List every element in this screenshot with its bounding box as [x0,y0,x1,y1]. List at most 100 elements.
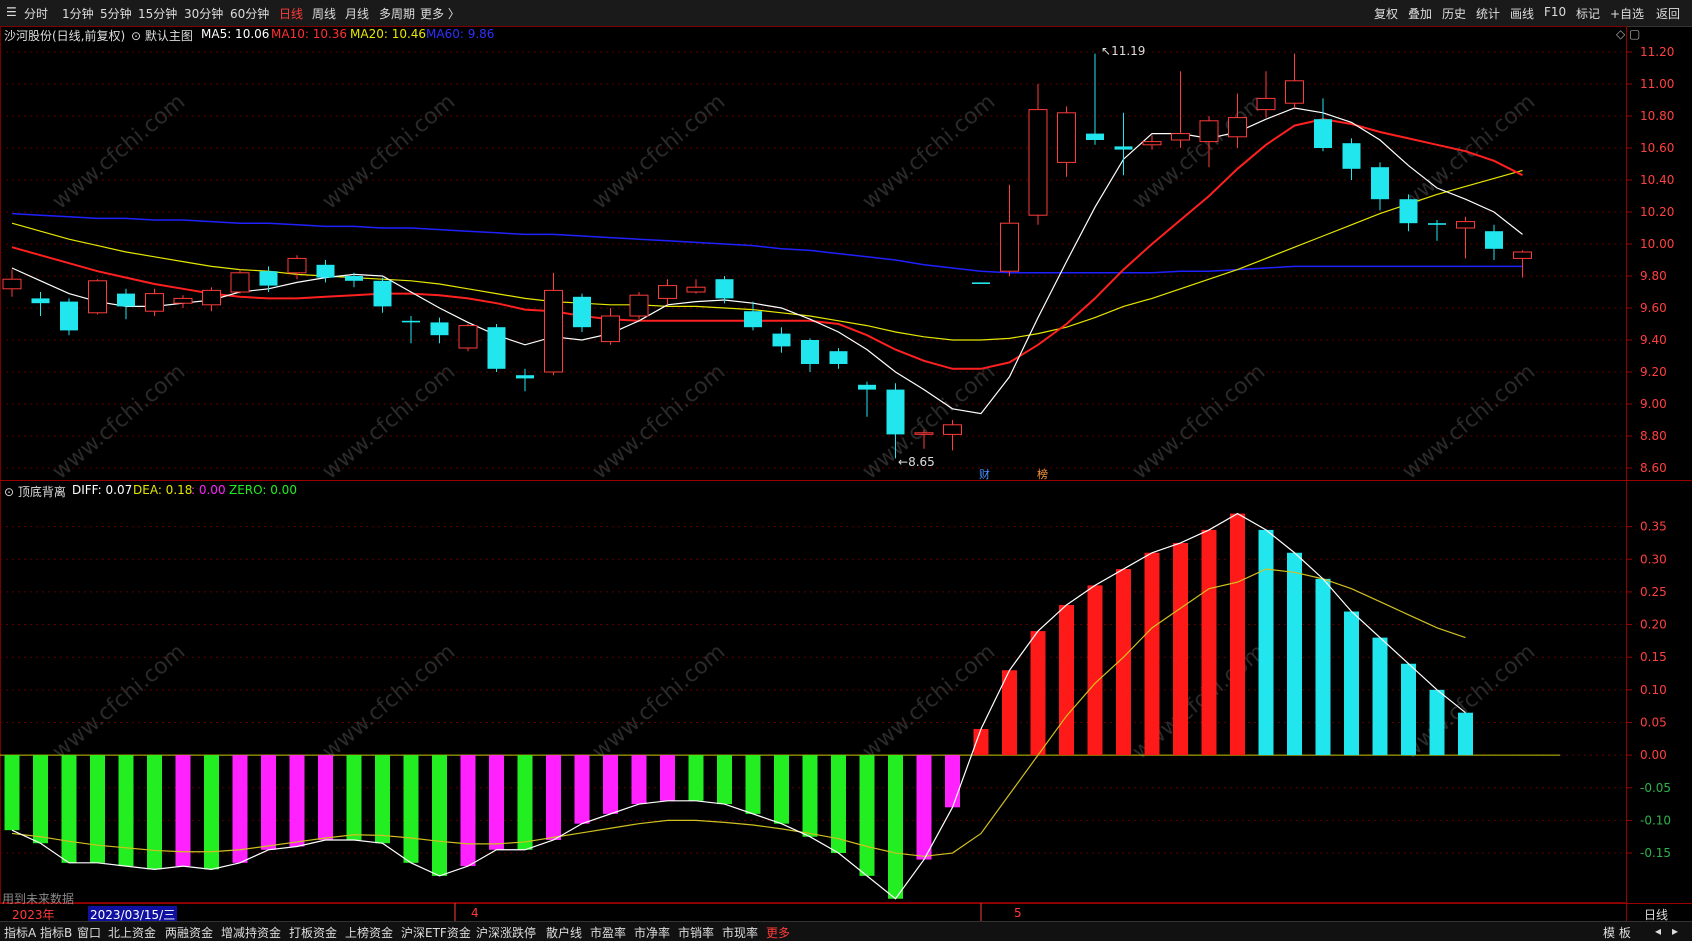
macd-bar [1144,552,1160,756]
scroll-right-icon[interactable]: ▸ [1672,924,1679,938]
diff-line [11,512,1466,900]
macd-tick-label: 0.30 [1640,552,1667,566]
month-4-label: 4 [471,906,479,920]
cursor-date: 2023/03/15/三 [88,906,178,923]
period-tab-7[interactable]: 周线 [312,7,337,21]
macd-bar [745,755,761,814]
toolbar-button-7[interactable]: +自选 [1610,7,1645,21]
default-chart-selector[interactable]: ⊙ 默认主图 [131,29,193,43]
macd-bar [546,755,561,840]
candle-body-up [943,424,962,435]
price-tick-label: 8.80 [1640,429,1667,443]
macd-tick-label: -0.10 [1640,813,1671,827]
macd-bar [1287,552,1302,756]
candle-body-up [1199,120,1219,143]
indicator-selector[interactable]: ⊙ 顶底背离 [4,485,66,499]
bottom-tab-8[interactable]: 沪深ETF资金 [401,926,471,940]
price-tick-label: 10.20 [1640,205,1674,219]
period-tab-9[interactable]: 多周期 [379,7,416,21]
price-tick-label: 8.60 [1640,461,1667,475]
period-tab-3[interactable]: 15分钟 [138,7,178,21]
bottom-tab-5[interactable]: 增减持资金 [221,926,282,940]
toolbar-button-8[interactable]: 返回 [1656,7,1681,21]
macd-bar [1401,663,1416,756]
ma60-label: MA60: 9.86 [426,27,495,41]
ma5-line [11,107,1523,415]
period-tab-6[interactable]: 日线 [279,7,304,21]
period-tab-4[interactable]: 30分钟 [184,7,224,21]
period-tab-0[interactable]: 分时 [24,7,49,21]
candle-body-down [1371,167,1389,200]
bottom-tab-3[interactable]: 北上资金 [108,926,157,940]
finance-marker[interactable]: 财 [979,468,990,481]
macd-bar [90,755,105,863]
panel-options-icon[interactable]: ◇ ▢ [1616,27,1641,41]
bottom-tab-6[interactable]: 打板资金 [289,926,338,940]
period-tab-5[interactable]: 60分钟 [230,7,270,21]
top-toolbar: ☰ 分时 1分钟 5分钟 15分钟 30分钟 60分钟 日线 周线 月线 多周期 更多 〉 复权 叠加… [0,0,1692,27]
bottom-tab-10[interactable]: 散户线 [546,926,583,940]
bottom-tab-12[interactable]: 市净率 [634,926,671,940]
year-label: 2023年 [12,908,55,922]
toolbar-button-5[interactable]: F10 [1544,5,1567,19]
candle-body-down [801,340,819,364]
candle-body-up [1057,112,1076,163]
candle-body-down [516,375,534,379]
period-tab-8[interactable]: 月线 [345,7,370,21]
bottom-tab-1[interactable]: 指标B [40,926,73,940]
watermark-text: www.cfchi.com [318,639,460,764]
watermark-text: www.cfchi.com [1128,89,1270,214]
toolbar-button-3[interactable]: 统计 [1476,7,1501,21]
price-tick-label: 11.20 [1640,45,1674,59]
candle-body-down [1314,119,1332,148]
candle-body-down [772,333,791,347]
macd-tick-label: -0.05 [1640,781,1671,795]
toolbar-button-4[interactable]: 画线 [1510,7,1535,21]
candle-body-up [1171,133,1190,141]
period-tab-2[interactable]: 5分钟 [100,7,132,21]
template-button[interactable]: 模 板 [1603,926,1631,940]
bottom-tab-11[interactable]: 市盈率 [590,926,627,940]
period-tab-10[interactable]: 更多 〉 [420,7,460,21]
bottom-tab-14[interactable]: 市现率 [722,926,759,940]
macd-bar [460,755,476,867]
candle-body-down [1485,231,1503,249]
watermark-text: www.cfchi.com [1398,359,1540,484]
toolbar-button-0[interactable]: 复权 [1374,7,1399,21]
macd-bar [147,755,162,870]
bottom-tab-0[interactable]: 指标A [4,926,37,940]
macd-tick-label: 0.20 [1640,618,1667,632]
bottom-tab-13[interactable]: 市销率 [678,926,715,940]
watermark-text: www.cfchi.com [318,359,460,484]
bottom-tab-2[interactable]: 窗口 [77,926,102,940]
bottom-tab-15[interactable]: 更多 [766,926,791,940]
price-tick-label: 9.40 [1640,333,1667,347]
macd-bar [204,755,219,870]
macd-bar [232,755,248,863]
macd-bar [1315,578,1331,756]
ma10-line [11,118,1523,370]
candle-body-down [829,351,848,364]
period-tab-1[interactable]: 1分钟 [62,7,94,21]
macd-value-label: : 0.00 [191,483,226,497]
macd-bar [1030,631,1046,756]
bottom-tab-4[interactable]: 两融资金 [165,926,214,940]
macd-bar [175,755,191,867]
bottom-tab-9[interactable]: 沪深涨跌停 [476,926,537,940]
candle-body-down [1428,223,1446,225]
macd-bar [660,755,675,801]
dea-label: DEA: 0.18 [133,483,193,497]
candle-body-down [117,293,135,307]
scroll-left-icon[interactable]: ◂ [1655,924,1662,938]
menu-icon[interactable]: ☰ [6,5,17,19]
ma20-line [11,169,1523,341]
toolbar-button-6[interactable]: 标记 [1576,7,1601,21]
toolbar-button-2[interactable]: 历史 [1442,7,1467,21]
price-tick-label: 10.40 [1640,173,1674,187]
candle-body-down [259,271,278,286]
toolbar-button-1[interactable]: 叠加 [1408,7,1433,21]
rank-marker[interactable]: 榜 [1037,468,1048,481]
macd-bar [916,755,932,860]
candle-body-down [744,311,762,328]
bottom-tab-7[interactable]: 上榜资金 [345,926,394,940]
